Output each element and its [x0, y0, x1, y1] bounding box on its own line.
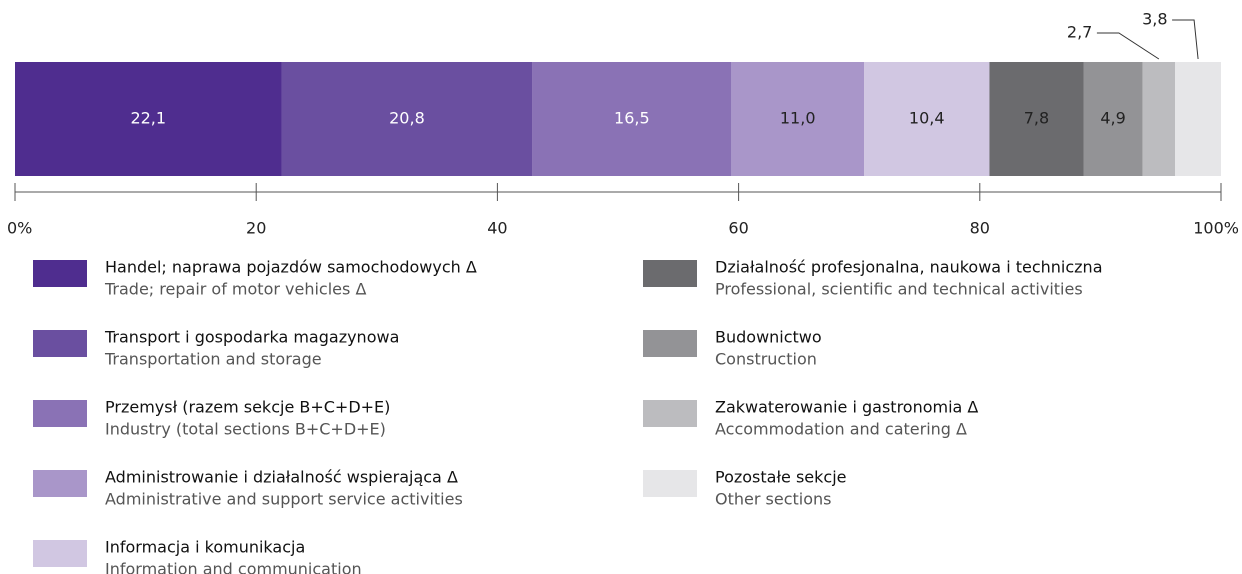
x-tick-label: 40 — [487, 219, 507, 238]
data-label: 4,9 — [1100, 109, 1125, 128]
legend-label: Działalność profesjonalna, naukowa i tec… — [715, 258, 1103, 277]
data-label: 11,0 — [780, 109, 816, 128]
legend-swatch — [643, 260, 697, 287]
legend-swatch — [643, 330, 697, 357]
data-label: 2,7 — [1067, 23, 1092, 42]
legend-label: Handel; naprawa pojazdów samochodowych Δ — [105, 258, 477, 277]
legend-label-en: Professional, scientific and technical a… — [715, 280, 1083, 299]
bar-segment — [15, 62, 282, 176]
data-label: 16,5 — [614, 109, 650, 128]
legend-swatch — [643, 470, 697, 497]
legend-label: Zakwaterowanie i gastronomia Δ — [715, 398, 978, 417]
legend-label: Transport i gospodarka magazynowa — [104, 328, 399, 347]
legend-label-en: Accommodation and catering Δ — [715, 420, 967, 439]
data-label: 22,1 — [130, 109, 166, 128]
legend-label-en: Construction — [715, 350, 817, 369]
x-tick-label: 20 — [246, 219, 266, 238]
legend-swatch — [33, 400, 87, 427]
legend-swatch — [33, 260, 87, 287]
bar-segment — [1175, 62, 1221, 176]
x-tick-label: 100% — [1193, 219, 1239, 238]
bar-segment — [989, 62, 1084, 176]
legend-swatch — [33, 540, 87, 567]
legend-label-en: Industry (total sections B+C+D+E) — [105, 420, 386, 439]
legend-label: Pozostałe sekcje — [715, 468, 846, 487]
x-tick-label: 60 — [728, 219, 748, 238]
bar-segment — [1083, 62, 1143, 176]
bar-segment — [1142, 62, 1176, 176]
data-label: 10,4 — [909, 109, 945, 128]
data-label: 3,8 — [1142, 10, 1167, 29]
bar-segment — [281, 62, 533, 176]
x-tick-label: 0% — [7, 219, 32, 238]
data-label: 7,8 — [1024, 109, 1049, 128]
x-tick-label: 80 — [970, 219, 990, 238]
legend-label-en: Trade; repair of motor vehicles Δ — [104, 280, 366, 299]
legend-label-en: Administrative and support service activ… — [105, 490, 463, 509]
data-label: 20,8 — [389, 109, 425, 128]
legend-swatch — [33, 330, 87, 357]
bar-segment — [532, 62, 732, 176]
legend-label: Administrowanie i działalność wspierając… — [105, 468, 458, 487]
legend-label: Budownictwo — [715, 328, 822, 347]
leader-line — [1096, 32, 1160, 60]
legend-label: Przemysł (razem sekcje B+C+D+E) — [105, 398, 390, 417]
legend-label-en: Other sections — [715, 490, 831, 509]
leader-line — [1172, 19, 1199, 60]
legend-label-en: Information and communication — [105, 560, 362, 574]
legend-swatch — [33, 470, 87, 497]
legend-label-en: Transportation and storage — [104, 350, 322, 369]
legend-swatch — [643, 400, 697, 427]
bar-segment — [731, 62, 865, 176]
bar-segment — [864, 62, 990, 176]
legend-label: Informacja i komunikacja — [105, 538, 305, 557]
